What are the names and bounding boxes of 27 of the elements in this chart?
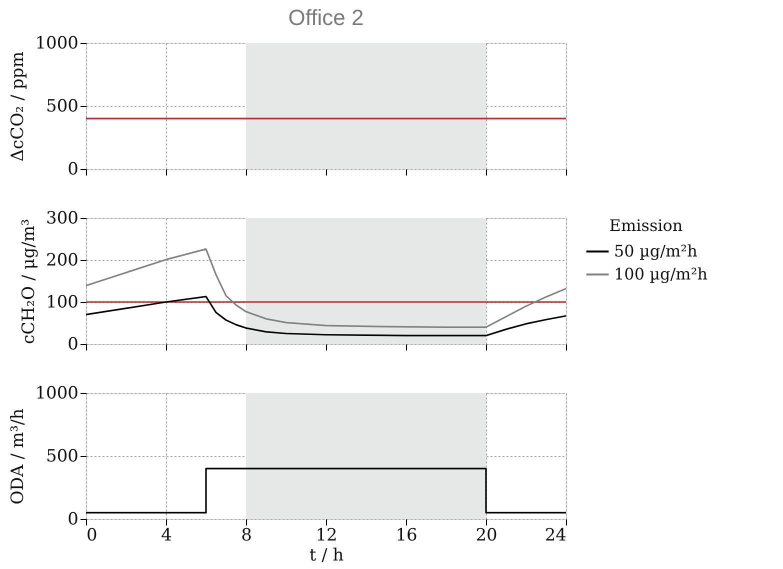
- y-tick-label: 0: [68, 160, 78, 180]
- y-tick-label: 300: [46, 208, 78, 228]
- legend-label: 100 µg/m²h: [614, 264, 708, 284]
- y-tick-label: 500: [46, 446, 78, 466]
- x-tick-label: 24: [544, 526, 566, 546]
- chart-title: Office 2: [288, 5, 364, 30]
- y-tick-label: 0: [68, 334, 78, 354]
- x-tick-label: 8: [241, 526, 252, 546]
- x-tick-label: 0: [86, 526, 98, 546]
- y-tick-label: 1000: [35, 34, 78, 54]
- x-axis-title: t / h: [309, 546, 344, 566]
- x-tick-label: 20: [476, 526, 498, 546]
- line-series: [85, 296, 567, 336]
- y-axis-title: ΔcCO₂ / ppm: [8, 52, 28, 162]
- x-tick-label: 12: [316, 526, 338, 546]
- y-tick-label: 200: [46, 250, 78, 270]
- line-series: [85, 248, 567, 328]
- y-axis-title: cCH₂O / μg/m³: [19, 218, 40, 344]
- y-tick-label: 100: [46, 292, 78, 312]
- legend-title: Emission: [609, 216, 683, 235]
- y-axis-title: ODA / m³/h: [8, 408, 28, 504]
- y-tick-label: 500: [46, 96, 78, 116]
- legend-label: 50 µg/m²h: [614, 242, 698, 260]
- y-tick-label: 1000: [35, 384, 78, 404]
- x-tick-label: 4: [161, 526, 172, 546]
- y-tick-label: 0: [68, 510, 78, 530]
- x-tick-label: 16: [396, 526, 418, 546]
